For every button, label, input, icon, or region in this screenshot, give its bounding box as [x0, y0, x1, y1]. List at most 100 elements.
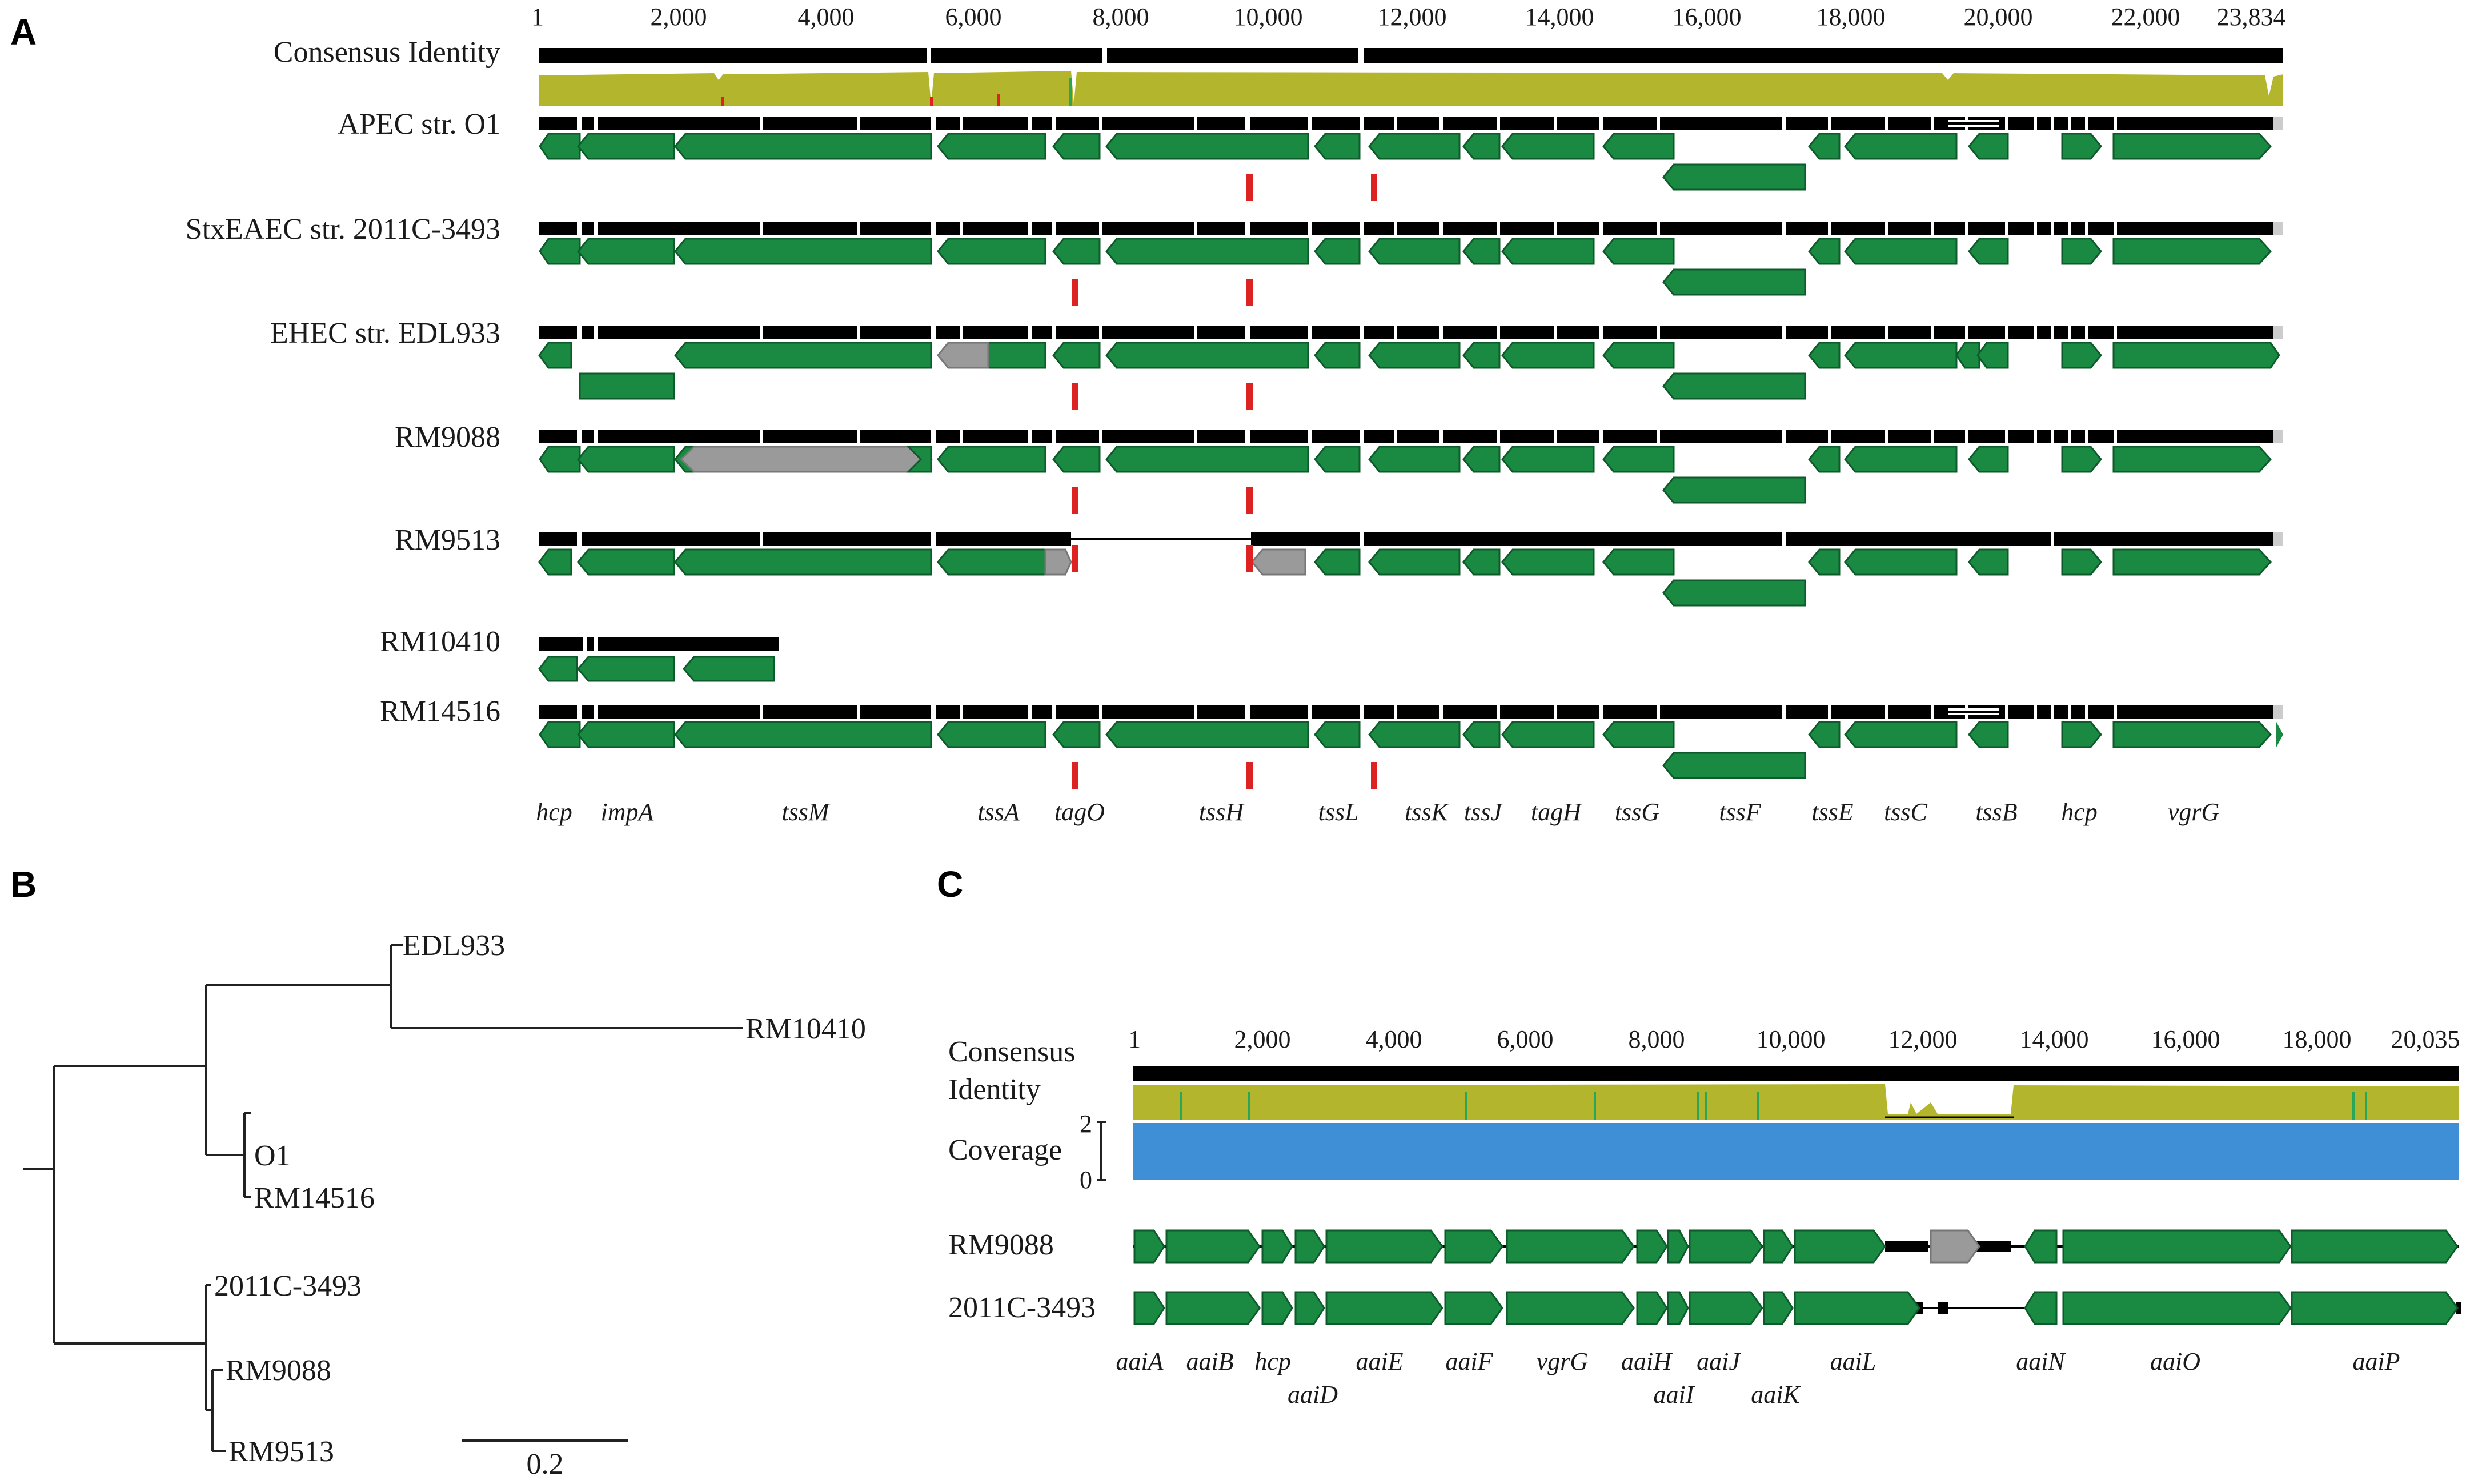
row-label-c-rm9088: RM9088 — [948, 1229, 1054, 1261]
row-stxeaec — [539, 222, 2283, 306]
gene-label-c: aaiO — [2150, 1347, 2200, 1375]
coverage-min-label: 0 — [1080, 1166, 1092, 1194]
coverage-graph — [1133, 1123, 2459, 1180]
axis-a-tick: 16,000 — [1673, 3, 1742, 31]
gene-label-c: vgrG — [1537, 1347, 1588, 1375]
gene-label-c: aaiA — [1116, 1347, 1164, 1375]
leaf-2011c: 2011C-3493 — [214, 1270, 362, 1302]
gene-label-a: tagH — [1531, 798, 1582, 826]
gene-label-a: vgrG — [2168, 798, 2219, 826]
gene-label-c: hcp — [1254, 1347, 1291, 1375]
identity-graph — [539, 71, 2283, 106]
coverage-max-label: 2 — [1080, 1110, 1092, 1138]
leaf-rm10410: RM10410 — [745, 1013, 866, 1045]
row-label-apec: APEC str. O1 — [338, 108, 500, 141]
row-rm14516 — [539, 705, 2283, 789]
axis-a-tick: 2,000 — [651, 3, 707, 31]
row-label-rm14516: RM14516 — [380, 695, 500, 728]
consensus-bar — [539, 48, 2283, 63]
panel-a-letter: A — [10, 11, 37, 53]
gene-label-a: tssK — [1405, 798, 1449, 826]
axis-a-tick: 10,000 — [1234, 3, 1303, 31]
leaf-edl933: EDL933 — [403, 929, 505, 962]
axis-c-tick: 6,000 — [1497, 1025, 1554, 1053]
gene-label-a: hcp — [2061, 798, 2098, 826]
row-edl933 — [538, 326, 2283, 410]
row-rm10410 — [538, 637, 779, 682]
consensus-bar-c — [1133, 1066, 2459, 1081]
axis-c-tick: 16,000 — [2151, 1025, 2220, 1053]
gene-label-a: impA — [601, 798, 655, 826]
axis-c-tick: 18,000 — [2283, 1025, 2352, 1053]
row-label-rm9088: RM9088 — [395, 421, 500, 454]
gene-label-c: aaiF — [1445, 1347, 1493, 1375]
row-label-stxeaec: StxEAEC str. 2011C-3493 — [186, 213, 500, 246]
coverage-label: Coverage — [948, 1134, 1062, 1166]
axis-c-tick: 20,035 — [2391, 1025, 2460, 1053]
gene-label-c: aaiD — [1288, 1381, 1338, 1409]
leaf-rm9088: RM9088 — [226, 1354, 331, 1387]
gene-label-a: tssA — [977, 798, 1020, 826]
row-rm9088 — [539, 430, 2283, 514]
gene-label-c: aaiH — [1621, 1347, 1673, 1375]
axis-c-tick: 10,000 — [1757, 1025, 1826, 1053]
row-rm9513 — [538, 532, 2283, 607]
gene-label-a: tssB — [1975, 798, 2017, 826]
row-label-c-2011c: 2011C-3493 — [948, 1292, 1096, 1324]
gene-label-a: tssL — [1318, 798, 1359, 826]
gene-label-c: aaiE — [1356, 1347, 1403, 1375]
panel-b-tree — [23, 944, 743, 1452]
axis-c-tick: 1 — [1128, 1025, 1141, 1053]
leaf-rm9513: RM9513 — [228, 1435, 334, 1468]
gene-label-a: tssC — [1884, 798, 1927, 826]
axis-c-tick: 8,000 — [1629, 1025, 1685, 1053]
row-apec — [539, 117, 2283, 201]
gene-label-c: aaiP — [2352, 1347, 2400, 1375]
consensus-label-c2: Identity — [948, 1073, 1041, 1106]
gene-label-a: hcp — [536, 798, 572, 826]
consensus-label-c1: Consensus — [948, 1036, 1075, 1068]
gene-label-a: tagO — [1054, 798, 1105, 826]
gene-label-a: tssH — [1199, 798, 1245, 826]
axis-a-tick: 12,000 — [1378, 3, 1447, 31]
axis-a-tick: 18,000 — [1817, 3, 1886, 31]
axis-a-tick: 1 — [531, 3, 544, 31]
gene-label-c: aaiK — [1751, 1381, 1801, 1409]
gene-label-c: aaiN — [2016, 1347, 2066, 1375]
gene-label-c: aaiI — [1654, 1381, 1695, 1409]
axis-c-tick: 2,000 — [1234, 1025, 1291, 1053]
panel-a-alignment: 1 2,000 4,000 6,000 8,000 10,000 12,000 … — [186, 3, 2286, 826]
row-label-rm9513: RM9513 — [395, 524, 500, 556]
gene-label-c: aaiL — [1830, 1347, 1876, 1375]
axis-c-tick: 12,000 — [1888, 1025, 1958, 1053]
gene-label-a: tssG — [1615, 798, 1659, 826]
axis-c-tick: 14,000 — [2020, 1025, 2089, 1053]
axis-a-tick: 4,000 — [798, 3, 855, 31]
gene-label-a: tssJ — [1464, 798, 1503, 826]
identity-graph-c — [1133, 1084, 2459, 1120]
row-label-rm10410: RM10410 — [380, 625, 500, 658]
axis-a-tick: 14,000 — [1525, 3, 1594, 31]
gene-label-c: aaiB — [1186, 1347, 1233, 1375]
panel-c-letter: C — [937, 864, 963, 905]
gene-label-a: tssF — [1719, 798, 1761, 826]
gene-label-a: tssE — [1811, 798, 1853, 826]
consensus-identity-label: Consensus Identity — [274, 36, 500, 69]
gene-label-a: tssM — [781, 798, 830, 826]
c-track-2011c — [1133, 1291, 2461, 1325]
gene-label-c: aaiJ — [1697, 1347, 1741, 1375]
leaf-o1: O1 — [254, 1140, 291, 1172]
leaf-rm14516: RM14516 — [254, 1182, 375, 1214]
panel-c-alignment: 1 2,000 4,000 6,000 8,000 10,000 12,000 … — [948, 1025, 2461, 1409]
axis-c-tick: 4,000 — [1366, 1025, 1422, 1053]
axis-a-tick: 22,000 — [2111, 3, 2180, 31]
axis-a-tick: 23,834 — [2217, 3, 2286, 31]
row-label-edl933: EHEC str. EDL933 — [270, 317, 500, 350]
c-track-rm9088 — [1133, 1229, 2459, 1264]
axis-a-tick: 6,000 — [945, 3, 1002, 31]
axis-a-tick: 20,000 — [1964, 3, 2033, 31]
panel-b-letter: B — [10, 864, 37, 905]
scale-bar-label: 0.2 — [527, 1448, 564, 1481]
axis-a-tick: 8,000 — [1093, 3, 1149, 31]
